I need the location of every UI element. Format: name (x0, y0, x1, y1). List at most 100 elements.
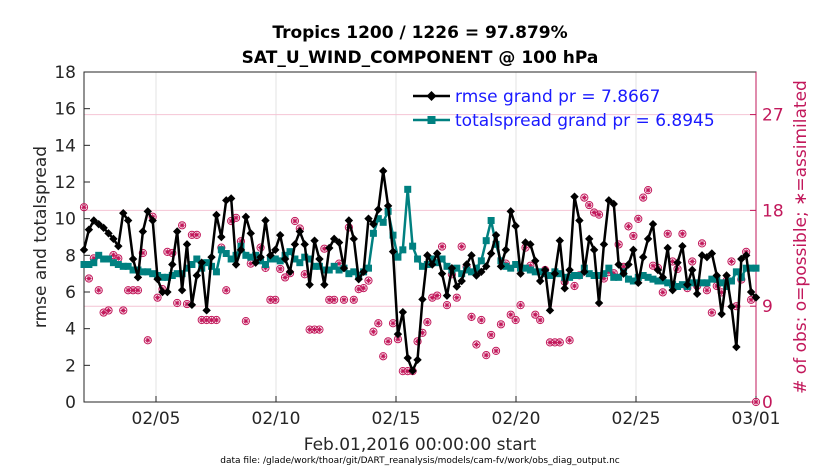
obs-assimilated-marker (91, 255, 97, 261)
obs-assimilated-marker (307, 327, 313, 333)
rmse-point (408, 366, 417, 376)
obs-possible-marker (212, 315, 221, 325)
obs-assimilated-marker (174, 300, 180, 306)
obs-possible-marker (94, 286, 103, 295)
totalspread-point (276, 257, 284, 265)
rmse-point (163, 287, 172, 297)
obs-assimilated-marker (434, 292, 440, 299)
obs-assimilated-marker (596, 212, 602, 218)
obs-count-point (276, 264, 285, 274)
totalspread-point (463, 266, 471, 274)
y-right-tick-label: 27 (762, 106, 784, 126)
rmse-point (594, 298, 604, 308)
rmse-point (177, 285, 187, 295)
obs-count-point (565, 336, 574, 345)
rmse-point (496, 262, 506, 271)
rmse-point (535, 276, 545, 286)
obs-assimilated-marker (395, 336, 401, 342)
rmse-point (271, 245, 280, 255)
obs-possible-marker (143, 336, 152, 345)
obs-assimilated-marker (591, 209, 597, 216)
obs-count-point (369, 327, 378, 336)
obs-assimilated-marker (390, 320, 396, 326)
totalspread-point (320, 266, 328, 274)
obs-count-point (585, 200, 594, 210)
obs-assimilated-marker (557, 339, 563, 345)
obs-assimilated-marker (385, 338, 391, 344)
totalspread-point (95, 251, 103, 259)
rmse-point (256, 252, 265, 262)
obs-assimilated-marker (513, 317, 519, 323)
rmse-point (717, 309, 726, 319)
rmse-point (467, 251, 476, 260)
rmse-point (192, 271, 202, 280)
obs-assimilated-marker (650, 263, 656, 269)
obs-count-point (491, 346, 501, 356)
rmse-point (580, 267, 589, 277)
obs-assimilated-marker (728, 258, 735, 265)
totalspread-point (261, 261, 269, 268)
obs-possible-marker (491, 346, 501, 356)
totalspread-point (428, 255, 436, 263)
chart-subtitle: SAT_U_WIND_COMPONENT @ 100 hPa (242, 48, 599, 68)
totalspread-point (732, 268, 740, 276)
rmse-point (452, 282, 461, 291)
y-tick-label: 2 (65, 356, 76, 376)
rmse-point (732, 342, 741, 352)
rmse-point (109, 234, 118, 244)
rmse-point (207, 252, 216, 262)
obs-assimilated-marker (140, 250, 146, 256)
obs-count-point (133, 286, 143, 295)
totalspread-point (399, 246, 407, 254)
obs-count-point (590, 208, 599, 217)
legend-rmse-marker (426, 91, 437, 101)
obs-count-point (349, 295, 358, 304)
totalspread-point (178, 270, 186, 278)
obs-assimilated-marker (223, 287, 229, 293)
obs-possible-marker (472, 340, 481, 349)
totalspread-point (575, 272, 583, 279)
obs-count-point (428, 293, 437, 302)
obs-possible-marker (330, 295, 339, 304)
obs-count-point (697, 239, 707, 248)
obs-possible-marker (119, 306, 128, 315)
totalspread-point (173, 270, 181, 278)
obs-assimilated-marker (679, 231, 686, 237)
obs-count-point (624, 222, 633, 231)
totalspread-point (615, 273, 623, 281)
obs-count-point (663, 229, 672, 238)
rmse-point (344, 216, 354, 225)
obs-assimilated-marker (105, 307, 112, 314)
legend: rmse grand pr = 7.8667 totalspread grand… (413, 87, 715, 131)
obs-possible-marker (290, 216, 300, 226)
rmse-point (565, 265, 574, 275)
totalspread-point (472, 264, 480, 272)
obs-count-point (379, 352, 388, 361)
obs-possible-marker (433, 291, 442, 300)
obs-assimilated-marker (635, 216, 641, 222)
rmse-point (305, 280, 314, 289)
totalspread-point (374, 215, 382, 223)
x-tick-label: 02/10 (252, 409, 301, 429)
obs-count-point (173, 298, 182, 308)
obs-count-point (437, 242, 447, 251)
rmse-point (589, 245, 599, 255)
obs-assimilated-marker (405, 368, 411, 374)
rmse-point (280, 254, 290, 264)
rmse-point (119, 208, 128, 218)
obs-assimilated-marker (248, 261, 254, 267)
totalspread-point (443, 262, 451, 270)
rmse-point (432, 249, 442, 258)
obs-count-point (222, 286, 231, 295)
totalspread-point (163, 273, 171, 281)
obs-assimilated-marker (473, 341, 480, 348)
obs-assimilated-marker (356, 286, 362, 292)
obs-assimilated-marker (508, 312, 514, 318)
totalspread-point (100, 255, 108, 263)
obs-count-point (487, 330, 496, 340)
obs-possible-marker (349, 295, 358, 304)
obs-possible-marker (506, 310, 515, 319)
rmse-point (133, 273, 143, 282)
totalspread-point (723, 283, 731, 290)
obs-possible-marker (138, 248, 147, 258)
